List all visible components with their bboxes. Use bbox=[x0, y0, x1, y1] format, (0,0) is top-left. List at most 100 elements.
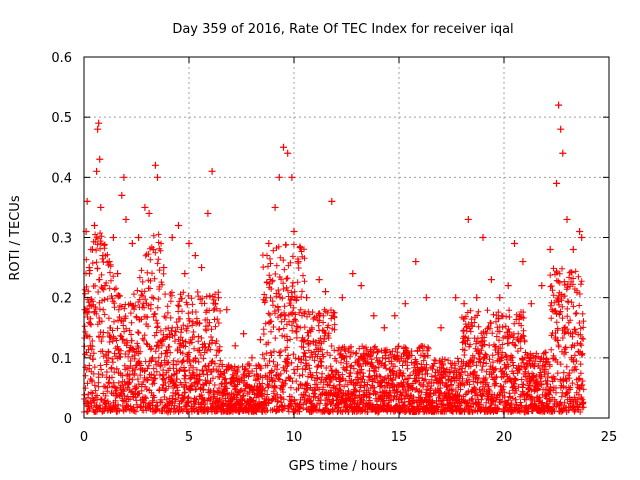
data-point bbox=[84, 402, 92, 410]
data-point bbox=[99, 252, 107, 260]
data-point bbox=[240, 330, 248, 338]
data-point bbox=[86, 342, 94, 350]
data-point bbox=[349, 270, 357, 278]
x-tick-label: 5 bbox=[185, 430, 193, 445]
y-tick-label: 0.5 bbox=[51, 111, 72, 126]
data-point bbox=[578, 234, 586, 241]
data-point bbox=[128, 240, 136, 248]
data-point bbox=[280, 143, 287, 151]
data-point bbox=[412, 258, 420, 266]
data-point bbox=[112, 402, 119, 410]
data-point bbox=[231, 342, 239, 350]
data-point bbox=[208, 167, 216, 175]
data-point bbox=[198, 264, 206, 272]
data-point bbox=[105, 258, 113, 266]
data-point bbox=[576, 227, 584, 235]
data-point bbox=[555, 101, 563, 109]
data-point bbox=[284, 149, 292, 157]
data-point bbox=[557, 125, 565, 133]
data-point bbox=[487, 276, 495, 284]
data-point bbox=[227, 402, 235, 410]
data-point bbox=[175, 221, 182, 229]
data-point bbox=[181, 270, 189, 278]
y-tick-label: 0.1 bbox=[51, 352, 72, 367]
data-point bbox=[380, 324, 388, 332]
data-point bbox=[315, 276, 323, 284]
data-point bbox=[191, 252, 199, 260]
data-point bbox=[328, 197, 336, 205]
data-point bbox=[553, 179, 560, 187]
x-axis-label: GPS time / hours bbox=[289, 459, 398, 474]
data-point bbox=[91, 221, 98, 229]
data-point bbox=[81, 306, 89, 314]
data-point bbox=[448, 402, 455, 410]
data-point bbox=[256, 336, 264, 344]
data-point bbox=[374, 408, 382, 416]
data-point bbox=[265, 240, 273, 248]
data-point bbox=[185, 240, 193, 248]
data-point bbox=[94, 125, 102, 133]
data-point bbox=[88, 246, 96, 254]
data-point bbox=[322, 288, 329, 296]
data-point bbox=[93, 167, 101, 175]
data-point bbox=[149, 246, 157, 254]
data-point bbox=[338, 294, 346, 302]
y-axis-label: ROTI / TECUs bbox=[8, 195, 23, 280]
data-point bbox=[223, 306, 231, 314]
data-point bbox=[563, 215, 571, 223]
data-point bbox=[370, 312, 378, 320]
x-tick-label: 0 bbox=[80, 430, 88, 445]
data-point bbox=[290, 227, 298, 235]
data-point bbox=[118, 191, 126, 199]
data-point bbox=[391, 312, 399, 320]
data-point bbox=[120, 173, 128, 181]
data-point bbox=[473, 294, 481, 302]
data-point bbox=[154, 173, 161, 181]
data-point bbox=[135, 234, 143, 241]
data-point bbox=[401, 300, 409, 308]
data-point bbox=[101, 282, 109, 290]
data-point bbox=[95, 119, 103, 127]
y-tick-label: 0.3 bbox=[51, 232, 72, 247]
data-point bbox=[85, 264, 93, 272]
data-point bbox=[519, 258, 527, 266]
data-point bbox=[204, 209, 212, 217]
data-point bbox=[521, 408, 529, 416]
chart-title: Day 359 of 2016, Rate Of TEC Index for r… bbox=[172, 22, 513, 37]
data-point bbox=[422, 294, 430, 302]
data-point bbox=[109, 234, 117, 241]
data-point bbox=[496, 294, 504, 302]
y-tick-label: 0.2 bbox=[51, 292, 72, 307]
data-point bbox=[303, 294, 311, 302]
data-point bbox=[511, 240, 518, 248]
axis-ticks: 0 5 10 15 20 25 0 0.1 0.2 0.3 0.4 0.5 0.6 bbox=[51, 51, 617, 445]
data-point bbox=[168, 234, 176, 241]
data-point bbox=[97, 203, 105, 211]
x-tick-label: 25 bbox=[601, 430, 618, 445]
data-point bbox=[271, 203, 279, 211]
data-point bbox=[538, 282, 546, 290]
data-point bbox=[141, 203, 149, 211]
data-point bbox=[122, 215, 130, 223]
data-point bbox=[83, 197, 91, 205]
data-point bbox=[294, 258, 302, 266]
x-tick-label: 20 bbox=[496, 430, 513, 445]
y-tick-label: 0 bbox=[64, 412, 72, 427]
data-point bbox=[288, 173, 296, 181]
x-tick-label: 10 bbox=[286, 430, 303, 445]
data-point bbox=[460, 300, 468, 308]
data-point bbox=[248, 354, 256, 362]
data-point bbox=[504, 282, 512, 290]
data-point bbox=[452, 294, 460, 302]
data-point bbox=[164, 408, 172, 416]
data-point bbox=[145, 209, 153, 217]
data-point bbox=[479, 234, 487, 241]
data-point bbox=[569, 246, 577, 254]
data-point bbox=[151, 161, 159, 169]
data-point bbox=[559, 149, 567, 157]
data-points bbox=[81, 101, 586, 416]
data-point bbox=[275, 173, 283, 181]
data-point bbox=[301, 396, 308, 404]
y-tick-label: 0.6 bbox=[51, 51, 72, 66]
data-point bbox=[574, 402, 581, 410]
